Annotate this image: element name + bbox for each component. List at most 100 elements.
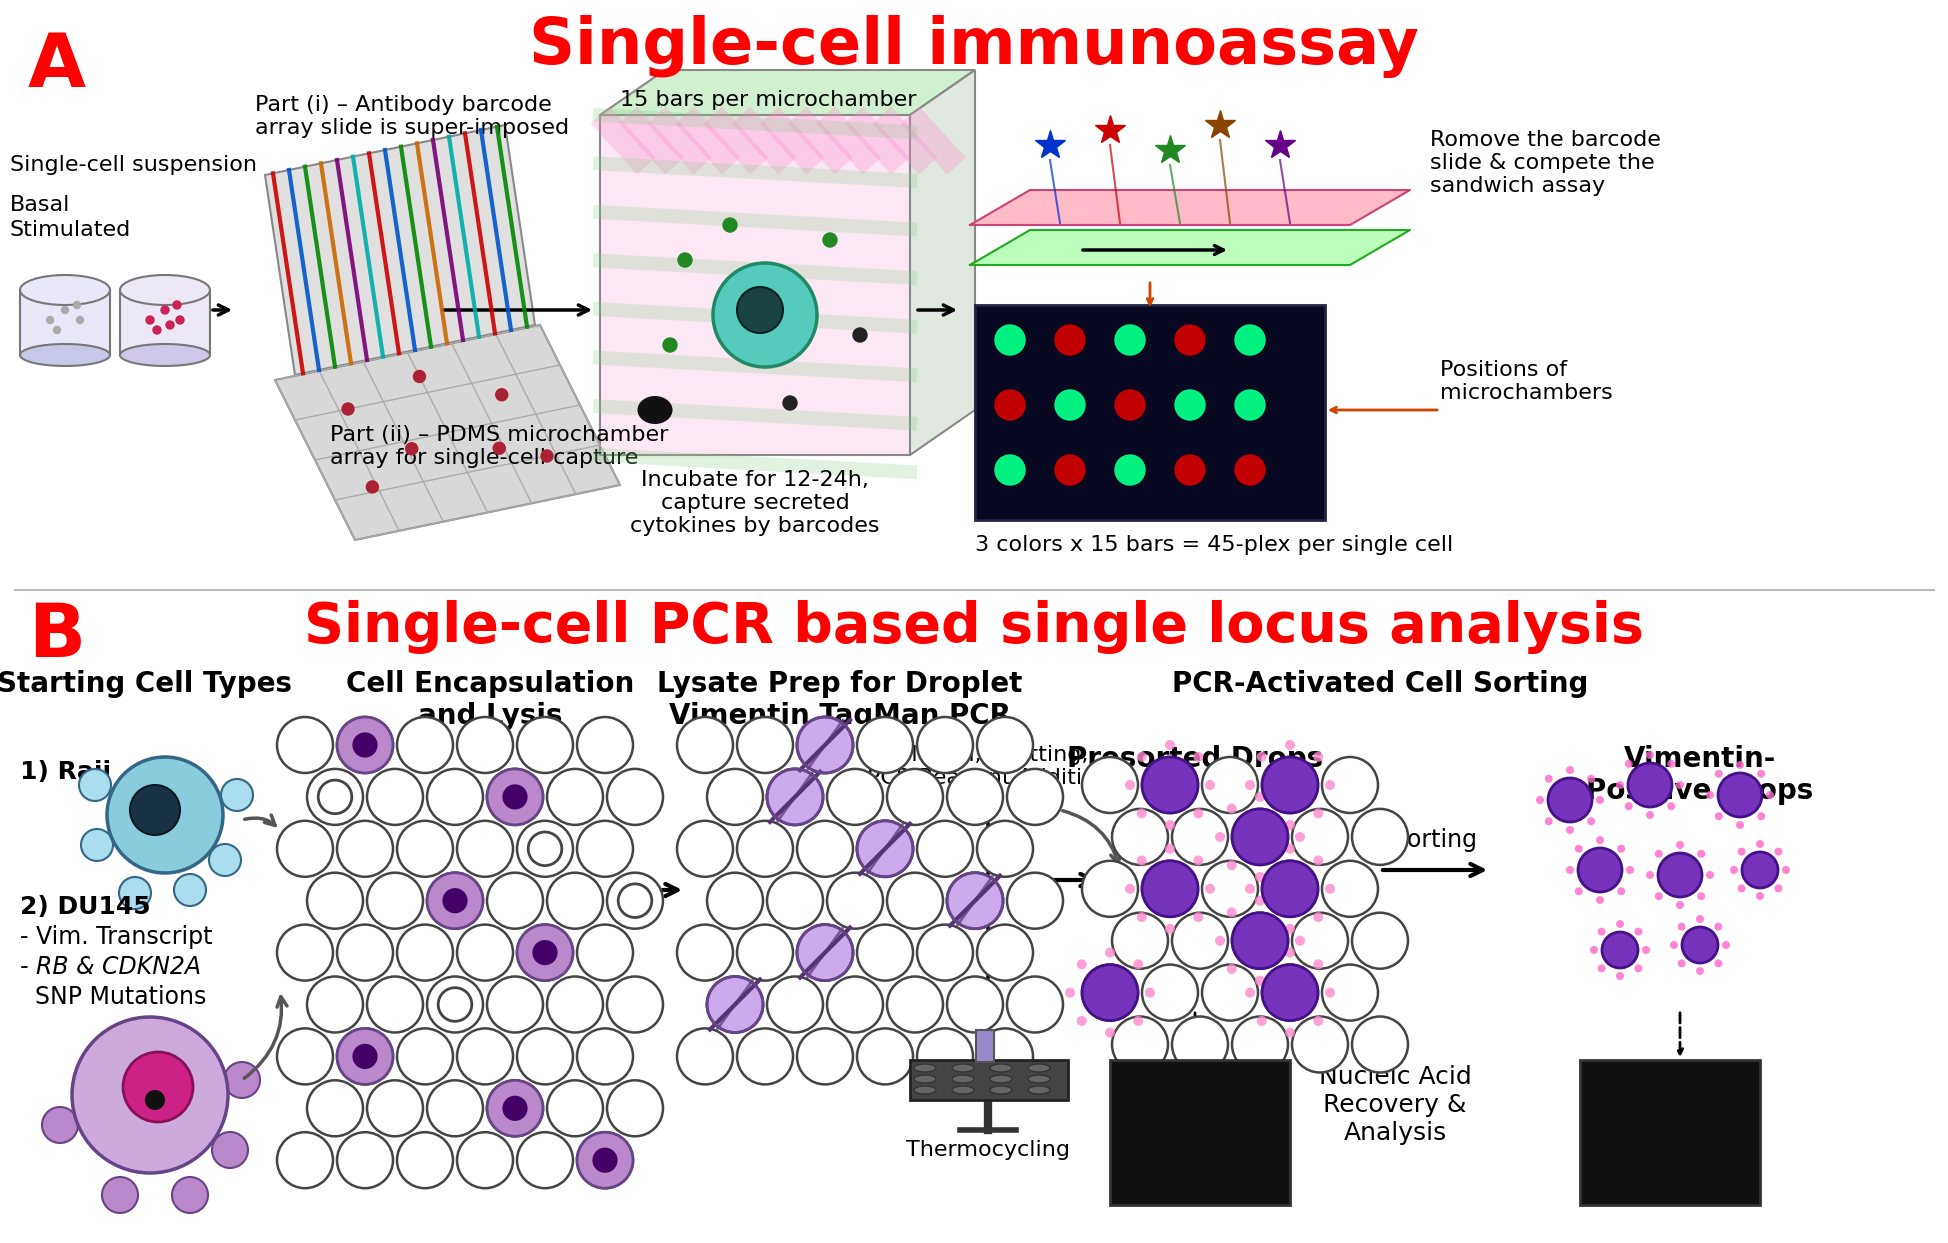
Circle shape [516, 717, 573, 773]
Circle shape [1282, 907, 1293, 917]
Circle shape [1105, 947, 1114, 957]
Circle shape [947, 873, 1003, 929]
Circle shape [1675, 901, 1683, 909]
Circle shape [1256, 808, 1266, 818]
Text: SNP Mutations: SNP Mutations [19, 984, 206, 1009]
Circle shape [1081, 965, 1138, 1021]
Text: Incubate for 12-24h,
capture secreted
cytokines by barcodes: Incubate for 12-24h, capture secreted cy… [629, 470, 879, 537]
Circle shape [1262, 965, 1317, 1021]
Circle shape [1142, 757, 1198, 813]
Circle shape [1081, 965, 1138, 1021]
Circle shape [427, 1080, 483, 1136]
Circle shape [853, 328, 867, 342]
Circle shape [493, 443, 505, 454]
Circle shape [1007, 769, 1062, 825]
Circle shape [1675, 781, 1683, 789]
Circle shape [337, 820, 393, 876]
Circle shape [947, 769, 1003, 825]
Circle shape [1293, 832, 1305, 842]
Circle shape [976, 925, 1032, 981]
Circle shape [1142, 757, 1198, 813]
Circle shape [1321, 757, 1377, 813]
Circle shape [1165, 740, 1175, 750]
Circle shape [337, 717, 393, 773]
Circle shape [1064, 988, 1075, 998]
Circle shape [1730, 866, 1738, 874]
Circle shape [1716, 773, 1761, 817]
Circle shape [1192, 912, 1202, 922]
Circle shape [1192, 752, 1202, 762]
Circle shape [1142, 861, 1198, 917]
Circle shape [1284, 947, 1293, 957]
Text: Single-cell PCR based single locus analysis: Single-cell PCR based single locus analy… [304, 600, 1642, 654]
Circle shape [1175, 455, 1204, 485]
Circle shape [277, 1132, 333, 1188]
Circle shape [1204, 781, 1214, 791]
Circle shape [1112, 912, 1167, 968]
Circle shape [1202, 757, 1256, 813]
Circle shape [1564, 827, 1574, 834]
Ellipse shape [1027, 1075, 1050, 1083]
Circle shape [1773, 884, 1782, 892]
Circle shape [1114, 390, 1143, 420]
Circle shape [707, 977, 762, 1033]
Circle shape [1192, 855, 1202, 865]
Circle shape [1738, 848, 1745, 855]
Circle shape [1292, 912, 1348, 968]
Circle shape [676, 717, 732, 773]
Circle shape [1214, 936, 1225, 946]
Circle shape [1245, 988, 1255, 998]
Circle shape [397, 820, 452, 876]
Circle shape [1666, 802, 1675, 810]
Circle shape [1654, 892, 1662, 900]
Polygon shape [600, 70, 974, 116]
Circle shape [1175, 390, 1204, 420]
Circle shape [857, 1028, 912, 1084]
Circle shape [1225, 907, 1237, 917]
Circle shape [1292, 1017, 1348, 1073]
Circle shape [1313, 855, 1323, 865]
Circle shape [768, 769, 822, 825]
Circle shape [1256, 855, 1266, 865]
Circle shape [1262, 757, 1317, 813]
Circle shape [707, 977, 762, 1033]
Text: Sorting: Sorting [1391, 828, 1477, 851]
Bar [974, 305, 1325, 520]
Circle shape [707, 769, 762, 825]
Circle shape [277, 925, 333, 981]
Polygon shape [121, 290, 210, 355]
Circle shape [797, 1028, 853, 1084]
Text: Romove the barcode
slide & compete the
sandwich assay: Romove the barcode slide & compete the s… [1430, 131, 1660, 196]
Circle shape [577, 1132, 633, 1188]
Circle shape [1075, 1016, 1087, 1025]
Circle shape [1081, 757, 1138, 813]
Circle shape [676, 1028, 732, 1084]
Circle shape [1225, 860, 1237, 870]
Circle shape [1742, 851, 1777, 888]
Circle shape [1231, 1017, 1288, 1073]
Circle shape [175, 316, 183, 324]
Circle shape [826, 873, 882, 929]
Circle shape [976, 820, 1032, 876]
Text: Nucleic Acid
Recovery &
Analysis: Nucleic Acid Recovery & Analysis [1319, 1065, 1471, 1145]
Ellipse shape [121, 275, 210, 305]
Circle shape [456, 820, 512, 876]
Text: PCR-Activated Cell Sorting: PCR-Activated Cell Sorting [1171, 670, 1588, 699]
Circle shape [916, 925, 972, 981]
Circle shape [366, 873, 423, 929]
Circle shape [1757, 769, 1765, 778]
Ellipse shape [19, 344, 109, 365]
Circle shape [1256, 752, 1266, 762]
Circle shape [1313, 752, 1323, 762]
Text: B: B [27, 600, 86, 672]
Circle shape [1586, 774, 1593, 783]
Circle shape [1313, 1016, 1323, 1025]
Circle shape [1697, 892, 1704, 900]
Circle shape [857, 820, 912, 876]
Circle shape [1282, 860, 1293, 870]
Circle shape [1617, 845, 1625, 853]
Circle shape [1595, 896, 1603, 904]
Ellipse shape [1027, 1064, 1050, 1071]
Circle shape [1235, 455, 1264, 485]
Circle shape [577, 1028, 633, 1084]
